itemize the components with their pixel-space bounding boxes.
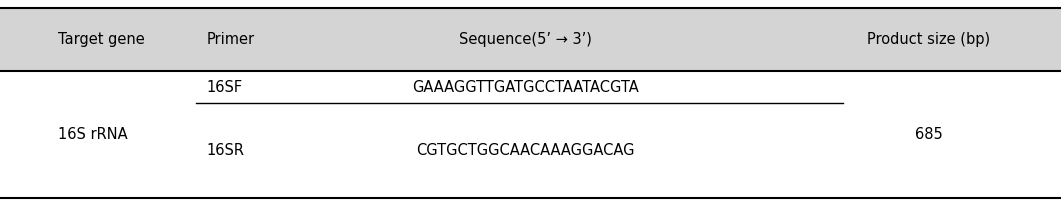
Text: 16S rRNA: 16S rRNA: [58, 127, 128, 142]
Text: 16SF: 16SF: [207, 80, 243, 95]
Text: GAAAGGTTGATGCCTAATACGTA: GAAAGGTTGATGCCTAATACGTA: [412, 80, 639, 95]
Text: CGTGCTGGCAACAAAGGACAG: CGTGCTGGCAACAAAGGACAG: [416, 143, 634, 158]
Text: 16SR: 16SR: [207, 143, 245, 158]
Text: Product size (bp): Product size (bp): [867, 32, 990, 47]
FancyBboxPatch shape: [0, 71, 1061, 198]
FancyBboxPatch shape: [0, 8, 1061, 71]
Text: Primer: Primer: [207, 32, 255, 47]
Text: 685: 685: [915, 127, 942, 142]
Text: Sequence(5’ → 3’): Sequence(5’ → 3’): [458, 32, 592, 47]
Text: Target gene: Target gene: [58, 32, 145, 47]
